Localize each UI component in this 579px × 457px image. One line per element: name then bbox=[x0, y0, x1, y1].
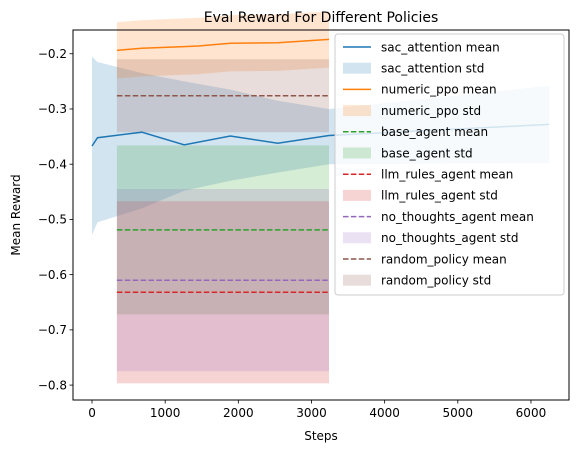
legend-label-std-0: sac_attention std bbox=[381, 62, 484, 76]
mean-line-1 bbox=[116, 38, 330, 52]
y-tick-label-1: −0.7 bbox=[38, 323, 67, 337]
x-tick-label-6: 6000 bbox=[516, 406, 547, 420]
legend-label-mean-4: no_thoughts_agent mean bbox=[381, 210, 534, 224]
y-axis-label: Mean Reward bbox=[9, 174, 23, 255]
legend-swatch-std-4 bbox=[343, 232, 371, 244]
x-tick-label-5: 5000 bbox=[443, 406, 474, 420]
legend-swatch-std-5 bbox=[343, 274, 371, 286]
y-ticks-layer: −0.8 −0.7 −0.6 −0.5 −0.4 −0.3 −0.2 bbox=[38, 47, 73, 392]
legend-label-std-5: random_policy std bbox=[381, 274, 491, 288]
x-tick-label-3: 3000 bbox=[296, 406, 327, 420]
mean-line-0 bbox=[91, 123, 550, 147]
x-axis-label: Steps bbox=[304, 429, 338, 443]
legend-swatch-std-1 bbox=[343, 105, 371, 117]
y-tick-label-3: −0.5 bbox=[38, 213, 67, 227]
legend-label-mean-2: base_agent mean bbox=[381, 125, 488, 139]
y-tick-label-5: −0.3 bbox=[38, 102, 67, 116]
legend-swatch-std-2 bbox=[343, 147, 371, 159]
mean-lines-layer bbox=[91, 38, 550, 294]
x-tick-label-1: 1000 bbox=[150, 406, 181, 420]
legend-label-mean-3: llm_rules_agent mean bbox=[381, 168, 513, 182]
y-tick-label-0: −0.8 bbox=[38, 378, 67, 392]
legend-label-std-1: numeric_ppo std bbox=[381, 104, 481, 118]
legend-label-mean-1: numeric_ppo mean bbox=[381, 83, 497, 97]
x-tick-label-0: 0 bbox=[88, 406, 96, 420]
legend-label-std-3: llm_rules_agent std bbox=[381, 189, 498, 203]
chart-title: Eval Reward For Different Policies bbox=[204, 10, 439, 26]
legend-label-std-4: no_thoughts_agent std bbox=[381, 231, 518, 245]
legend: sac_attention mean sac_attention std numer… bbox=[334, 33, 565, 296]
legend-swatch-std-0 bbox=[343, 62, 371, 74]
y-tick-label-2: −0.6 bbox=[38, 268, 67, 282]
x-ticks-layer: 0 1000 2000 3000 4000 5000 6000 bbox=[88, 400, 546, 420]
y-tick-label-4: −0.4 bbox=[38, 157, 67, 171]
axes-frame bbox=[72, 29, 570, 401]
legend-swatch-std-3 bbox=[343, 189, 371, 201]
legend-frame bbox=[334, 33, 565, 296]
legend-label-mean-0: sac_attention mean bbox=[381, 40, 500, 54]
y-tick-label-6: −0.2 bbox=[38, 47, 67, 61]
x-tick-label-4: 4000 bbox=[369, 406, 400, 420]
legend-label-mean-5: random_policy mean bbox=[381, 252, 507, 266]
legend-label-std-2: base_agent std bbox=[381, 146, 473, 160]
x-tick-label-2: 2000 bbox=[223, 406, 254, 420]
std-band-1 bbox=[116, 11, 330, 79]
